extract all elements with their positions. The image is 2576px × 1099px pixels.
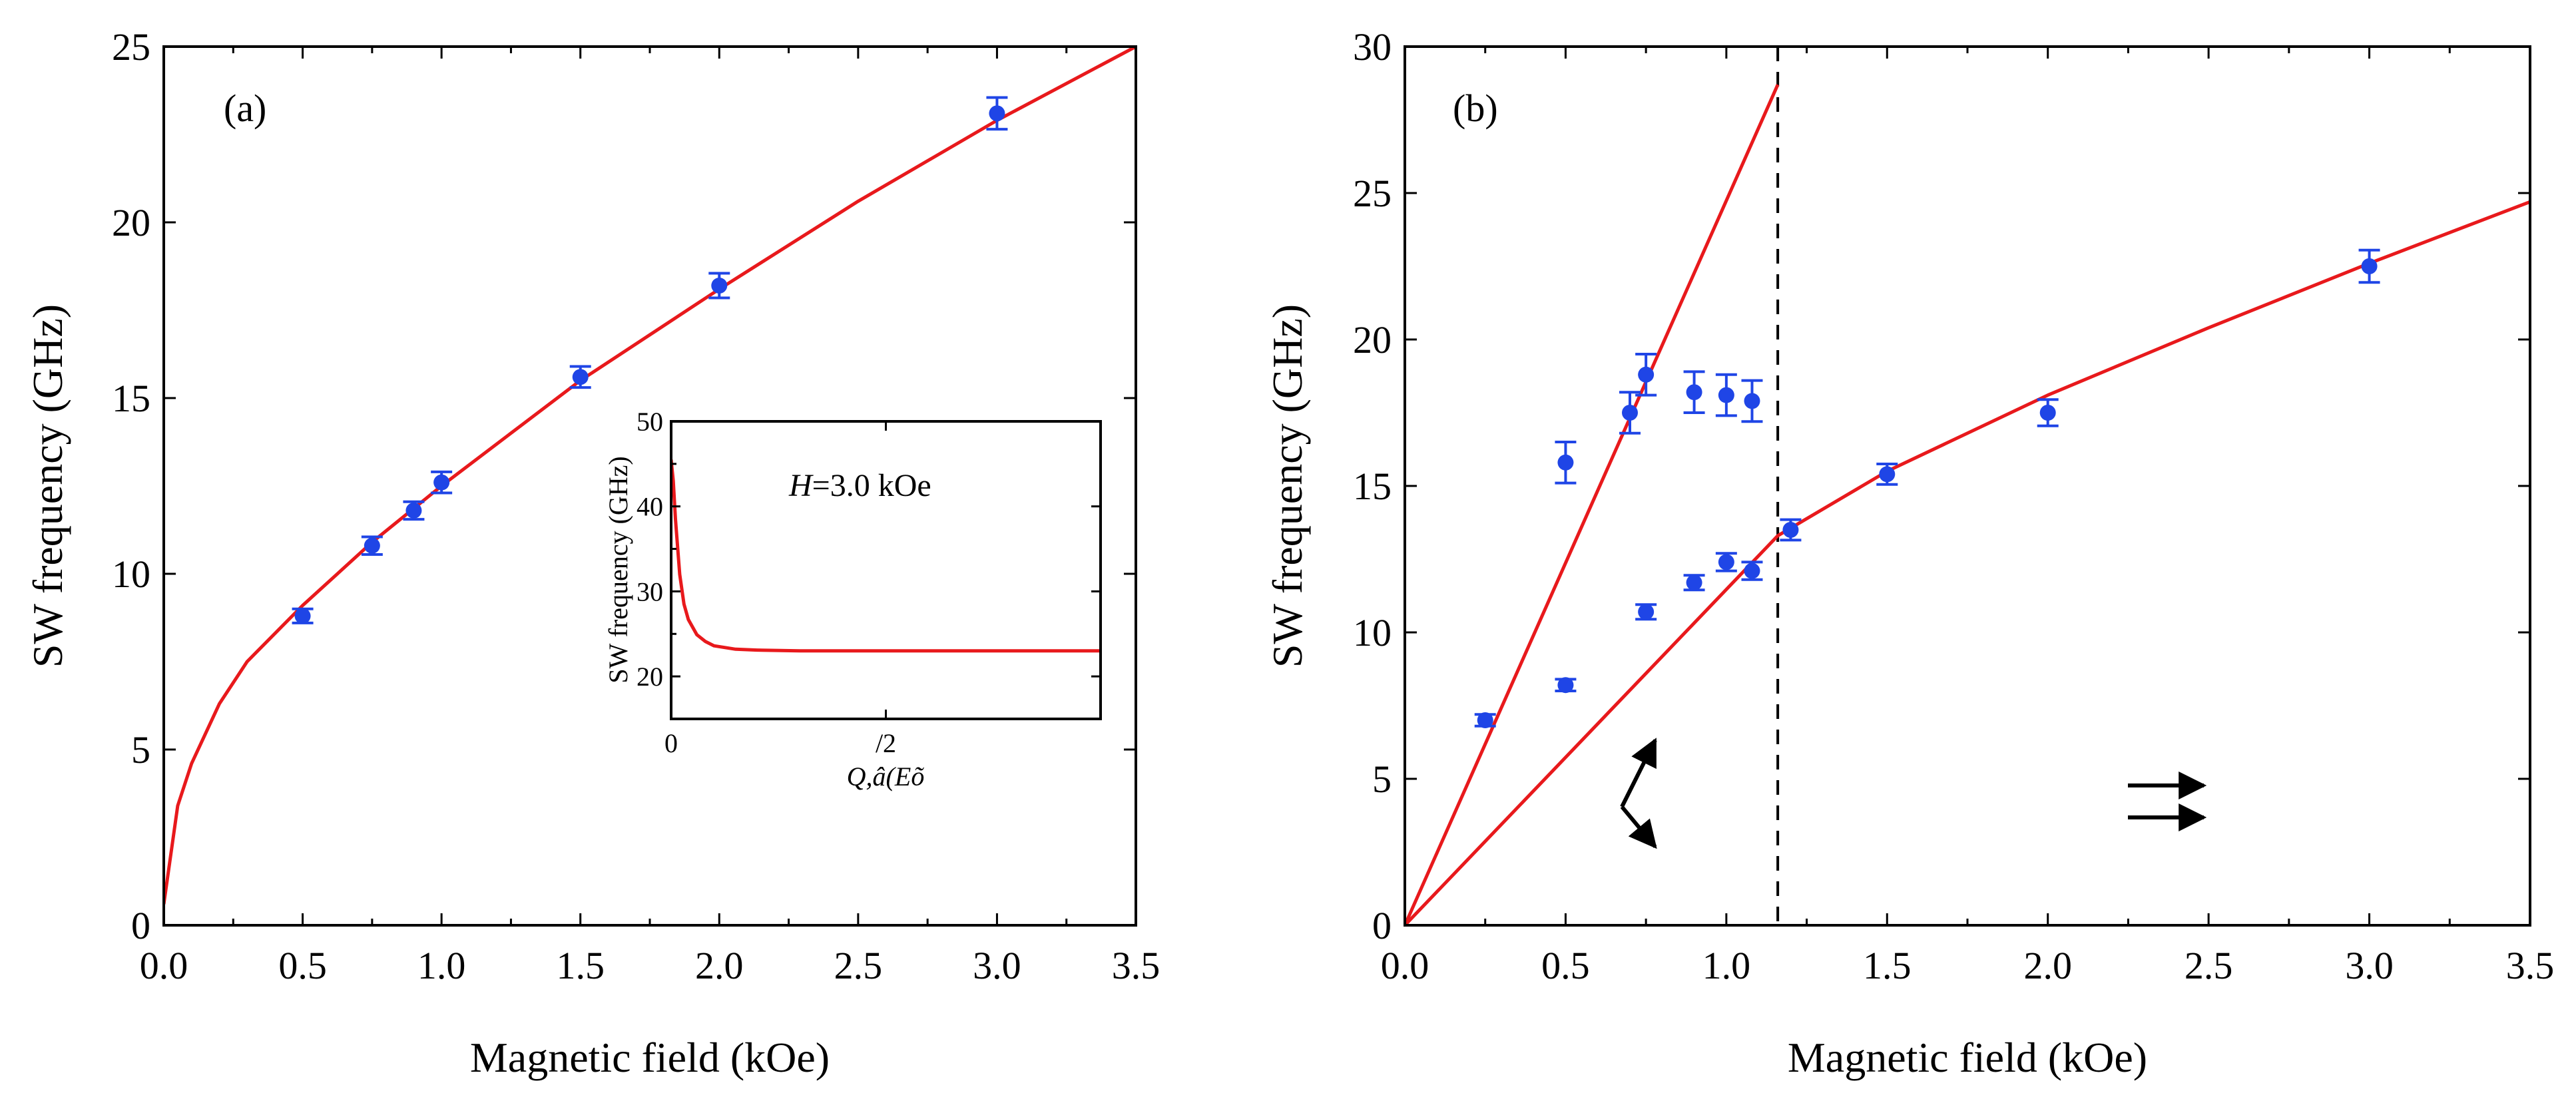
panel-b-y-tick-label: 10 — [1353, 611, 1392, 654]
inset-y-tick-label: 30 — [637, 576, 663, 606]
panel-b-data-point — [1686, 574, 1702, 591]
panel-b-x-tick-label: 3.0 — [2345, 944, 2394, 987]
panel-a-x-tick-label: 0.0 — [140, 944, 188, 987]
panel-b-data-point — [1744, 562, 1760, 579]
panel-a-y-tick-label: 15 — [112, 377, 150, 420]
panel-a-x-tick-label: 2.5 — [834, 944, 883, 987]
inset-x-axis-title: Q,â(Eõ — [847, 762, 925, 791]
canted-spin-arrow-up-icon — [1620, 738, 1657, 808]
panel-a-x-tick-label: 0.5 — [278, 944, 327, 987]
inset-y-axis-title: SW frequency (GHz) — [603, 456, 633, 683]
inset-field-annotation: H=3.0 kOe — [788, 468, 931, 503]
panel-b-data-point — [2361, 258, 2378, 274]
panel-b-y-tick-label: 30 — [1353, 25, 1392, 69]
panel-b-y-axis-title: SW frequency (GHz) — [1264, 304, 1311, 668]
panel-b-x-axis-title: Magnetic field (kOe) — [1788, 1034, 2147, 1081]
inset-x-tick-label: /2 — [876, 728, 896, 758]
panel-b-data-point — [1686, 384, 1702, 401]
panel-b-x-tick-label: 3.5 — [2506, 944, 2555, 987]
panel-b-y-tick-label: 5 — [1372, 758, 1392, 801]
panel-a-x-tick-label: 2.0 — [695, 944, 744, 987]
panel-a-data-point — [405, 502, 422, 519]
panel-b-data-point — [1879, 466, 1896, 483]
inset-marks — [671, 459, 1101, 653]
panel-b-data-point — [1782, 522, 1799, 538]
canted-spin-arrow-down-icon — [1620, 805, 1657, 849]
panel-b-lower-fit-curve — [1405, 200, 2530, 925]
inset-x-ticks: 0/2 — [664, 421, 896, 758]
panel-a-x-tick-label: 1.5 — [556, 944, 605, 987]
panel-b-x-tick-label: 2.0 — [2023, 944, 2072, 987]
panel-b-data-point — [1557, 454, 1574, 471]
inset-annotation-value: =3.0 kOe — [812, 468, 931, 503]
panel-b-x-tick-label: 1.5 — [1863, 944, 1912, 987]
panel-a-y-tick-label: 5 — [131, 728, 150, 771]
panel-a-data-point — [433, 474, 450, 491]
panel-b-label: (b) — [1453, 87, 1498, 130]
panel-a-x-ticks: 0.0 0.5 1.0 1.5 2.0 2.5 3.0 3.5 — [140, 47, 1160, 987]
panel-b-y-tick-label: 15 — [1353, 465, 1392, 508]
panel-b-x-tick-label: 1.0 — [1702, 944, 1751, 987]
panel-a-y-tick-label: 10 — [112, 552, 150, 596]
panel-a-inset: 20 30 40 50 0/2 H=3.0 kOe SW frequency (GHz… — [603, 407, 1102, 791]
panel-b-data-point — [1477, 712, 1493, 728]
panel-b-y-tick-label: 20 — [1353, 318, 1392, 361]
panel-a-label: (a) — [224, 87, 266, 130]
panel-a-marks — [164, 47, 1136, 905]
panel-a-x-tick-label: 1.0 — [417, 944, 466, 987]
panel-b: 0.0 0.5 1.0 1.5 2.0 2.5 3.0 3.5 0 5 10 15 20 25 30 (b… — [1264, 25, 2554, 1081]
panel-b-frame — [1404, 45, 2531, 927]
panel-b-data-point — [1744, 393, 1760, 409]
panel-a-y-tick-label: 20 — [112, 201, 150, 244]
panel-b-x-tick-label: 0.0 — [1381, 944, 1429, 987]
panel-b-x-ticks: 0.0 0.5 1.0 1.5 2.0 2.5 3.0 3.5 — [1381, 47, 2555, 987]
panel-a-data-point — [989, 105, 1005, 122]
panel-a-data-point — [572, 369, 589, 385]
panel-b-marks — [1405, 47, 2530, 925]
panel-b-y-tick-label: 0 — [1372, 904, 1392, 947]
panel-b-x-tick-label: 2.5 — [2185, 944, 2233, 987]
panel-a-x-tick-label: 3.5 — [1112, 944, 1160, 987]
inset-y-tick-label: 50 — [637, 407, 663, 437]
panel-a-x-axis-title: Magnetic field (kOe) — [470, 1034, 830, 1081]
panel-b-data-point — [1638, 366, 1655, 383]
panel-a-data-point — [294, 608, 311, 624]
inset-y-tick-label: 40 — [637, 492, 663, 522]
inset-x-tick-label: 0 — [664, 728, 678, 758]
inset-annotation-symbol: H — [788, 468, 814, 503]
panel-a-data-point — [711, 278, 728, 294]
panel-b-data-point — [2039, 405, 2056, 421]
panel-b-x-tick-label: 0.5 — [1541, 944, 1590, 987]
panel-b-data-point — [1622, 405, 1638, 421]
panel-b-data-point — [1718, 387, 1734, 403]
panel-b-y-ticks: 0 5 10 15 20 25 30 — [1353, 25, 2530, 947]
panel-b-data-point — [1638, 604, 1655, 620]
panel-a-y-axis-title: SW frequency (GHz) — [24, 304, 71, 668]
inset-y-tick-label: 20 — [637, 662, 663, 692]
inset-dispersion-curve — [671, 459, 1101, 653]
panel-b-y-tick-label: 25 — [1353, 172, 1392, 215]
panel-a-data-point — [364, 537, 380, 554]
panel-a-x-tick-label: 3.0 — [973, 944, 1021, 987]
panel-a-y-tick-label: 25 — [112, 25, 150, 69]
inset-y-ticks: 20 30 40 50 — [637, 407, 1101, 692]
panel-b-upper-fit-line — [1405, 84, 1780, 925]
panel-a-y-ticks: 0 5 10 15 20 25 — [112, 25, 1136, 947]
panel-b-data-point — [1718, 554, 1734, 570]
panel-b-data-point — [1557, 677, 1574, 694]
panel-a-y-tick-label: 0 — [131, 904, 150, 947]
